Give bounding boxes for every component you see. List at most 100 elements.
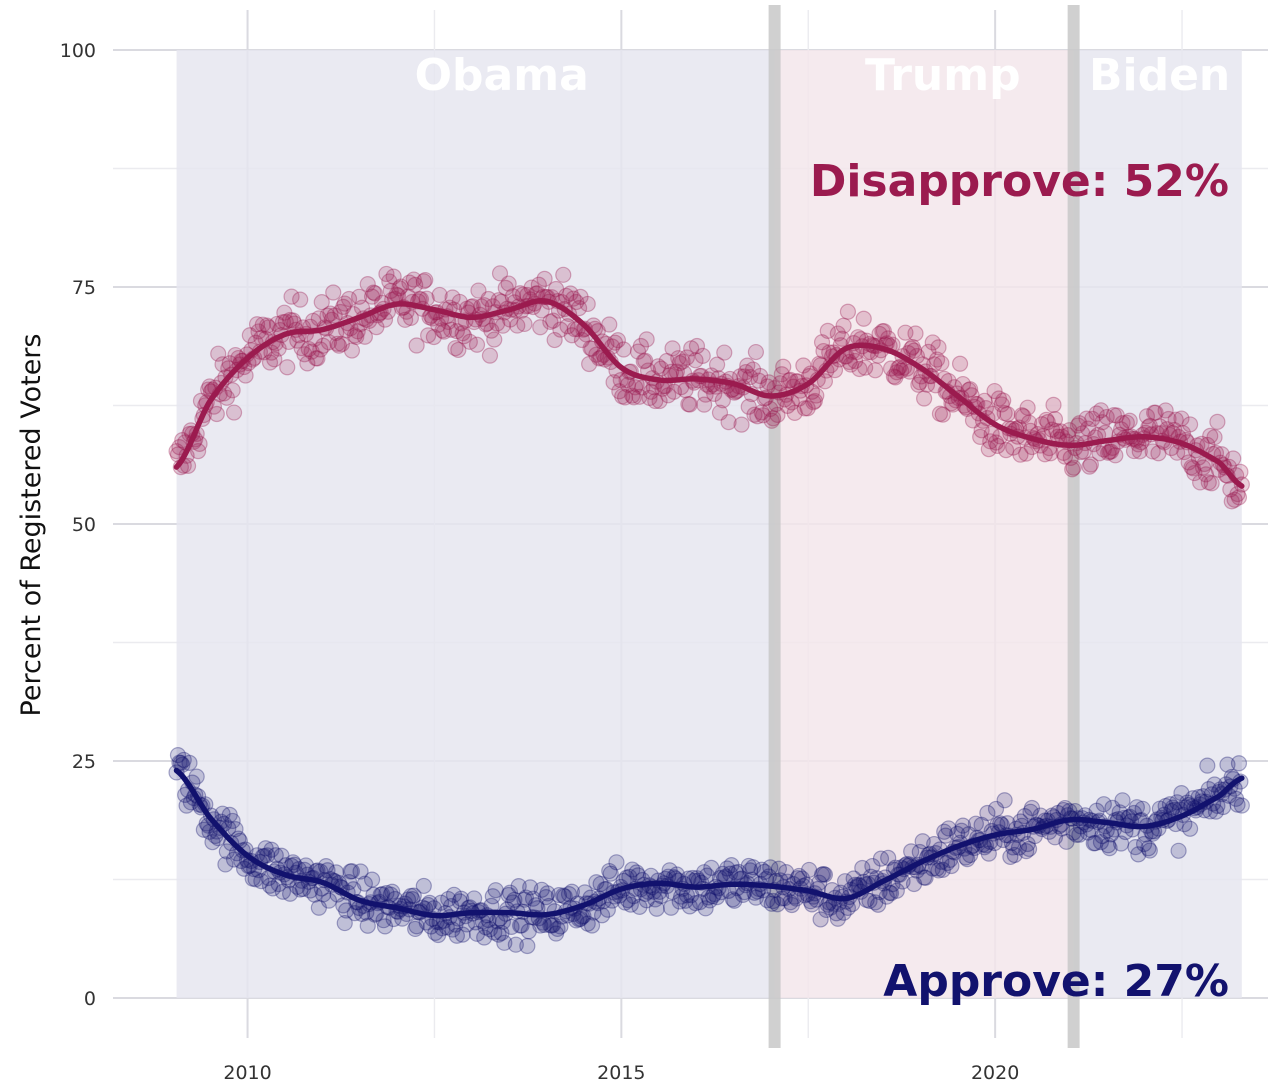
disapprove-poll-point [708, 356, 726, 373]
disapprove-poll-point [461, 333, 478, 350]
disapprove-poll-point [680, 396, 697, 413]
disapprove-poll-point [619, 376, 637, 393]
disapprove-poll-point [319, 307, 336, 324]
disapprove-poll-point [867, 362, 884, 379]
disapprove-poll-point [799, 400, 816, 417]
disapprove-poll-point [260, 319, 277, 336]
y-tick-label: 100 [60, 40, 96, 62]
disapprove-poll-point [924, 334, 941, 351]
disapprove-poll-point [1150, 445, 1167, 462]
disapprove-poll-point [674, 353, 691, 370]
disapprove-poll-point [714, 392, 731, 409]
disapprove-poll-point [282, 311, 299, 329]
disapprove-poll-point [601, 316, 618, 333]
disapprove-poll-point [1064, 461, 1081, 478]
disapprove-poll-point [989, 437, 1006, 455]
approve-poll-point [195, 821, 212, 838]
disapprove-poll-point [678, 349, 696, 366]
disapprove-poll-point [671, 355, 688, 372]
disapprove-poll-point [891, 358, 908, 376]
disapprove-poll-point [292, 291, 309, 308]
approve-poll-point [996, 792, 1013, 809]
disapprove-poll-point [1121, 412, 1138, 429]
approve-poll-point [244, 870, 261, 887]
disapprove-poll-point [303, 343, 320, 360]
disapprove-poll-point [930, 339, 947, 356]
disapprove-poll-point [842, 356, 859, 373]
disapprove-poll-point [1223, 493, 1240, 510]
disapprove-poll-point [658, 352, 675, 370]
disapprove-poll-point [983, 425, 1000, 442]
disapprove-poll-point [1084, 410, 1101, 427]
disapprove-poll-point [1056, 448, 1074, 465]
disapprove-poll-point [997, 442, 1015, 459]
disapprove-poll-point [454, 325, 471, 342]
disapprove-poll-point [1092, 402, 1110, 419]
disapprove-poll-point [343, 342, 361, 359]
disapprove-poll-point [363, 288, 381, 305]
disapprove-poll-point [1226, 491, 1243, 508]
disapprove-poll-point [951, 355, 969, 372]
disapprove-poll-point [786, 404, 803, 421]
disapprove-poll-point [315, 337, 332, 354]
disapprove-poll-point [611, 383, 628, 400]
disapprove-poll-point [325, 284, 342, 301]
disapprove-poll-point [1225, 450, 1242, 467]
disapprove-poll-point [887, 369, 904, 386]
disapprove-poll-point [918, 376, 936, 393]
disapprove-poll-point [963, 387, 980, 404]
disapprove-poll-point [1186, 464, 1203, 482]
disapprove-poll-point [568, 293, 585, 311]
disapprove-poll-point [283, 288, 300, 305]
disapprove-poll-point [885, 368, 903, 385]
disapprove-poll-point [504, 288, 522, 305]
disapprove-poll-point [365, 284, 382, 301]
disapprove-poll-point [346, 327, 363, 344]
disapprove-poll-point [1074, 425, 1091, 442]
disapprove-poll-point [516, 315, 533, 333]
disapprove-poll-point [523, 279, 540, 296]
disapprove-poll-point [340, 290, 358, 308]
disapprove-poll-point [910, 376, 927, 393]
approve-poll-point [227, 821, 244, 838]
transition-marker [1067, 5, 1080, 1048]
disapprove-poll-point [284, 312, 302, 329]
disapprove-poll-point [880, 330, 897, 347]
disapprove-poll-point [591, 350, 608, 367]
disapprove-poll-point [716, 344, 733, 361]
disapprove-poll-point [779, 397, 796, 415]
disapprove-poll-point [996, 405, 1013, 422]
disapprove-poll-point [1094, 414, 1111, 431]
disapprove-poll-point [999, 406, 1016, 423]
disapprove-poll-point [904, 338, 921, 356]
approve-poll-point [253, 873, 270, 890]
disapprove-poll-point [1166, 421, 1183, 439]
disapprove-poll-point [420, 327, 437, 344]
disapprove-poll-point [720, 414, 737, 431]
disapprove-poll-point [903, 340, 920, 357]
disapprove-poll-point [960, 381, 977, 399]
disapprove-poll-point [221, 355, 238, 372]
disapprove-poll-point [987, 434, 1005, 451]
disapprove-poll-point [322, 305, 339, 322]
disapprove-poll-point [782, 371, 799, 388]
disapprove-poll-point [1019, 399, 1036, 416]
disapprove-poll-point [688, 337, 706, 355]
approve-poll-point [214, 805, 231, 822]
disapprove-poll-point [447, 340, 464, 357]
disapprove-poll-point [293, 340, 310, 357]
disapprove-poll-point [514, 286, 532, 303]
disapprove-poll-point [890, 359, 907, 377]
disapprove-poll-point [736, 368, 753, 385]
disapprove-poll-point [1141, 417, 1158, 434]
disapprove-poll-point [1194, 459, 1212, 476]
y-axis-title: Percent of Registered Voters [16, 334, 47, 717]
disapprove-poll-point [335, 298, 352, 315]
disapprove-poll-point [1052, 423, 1069, 440]
x-tick-label: 2010 [223, 1062, 271, 1083]
disapprove-poll-point [1160, 410, 1177, 428]
disapprove-poll-point [225, 404, 243, 421]
disapprove-poll-point [665, 383, 683, 400]
approve-poll-point [221, 806, 238, 823]
disapprove-poll-point [269, 315, 286, 333]
